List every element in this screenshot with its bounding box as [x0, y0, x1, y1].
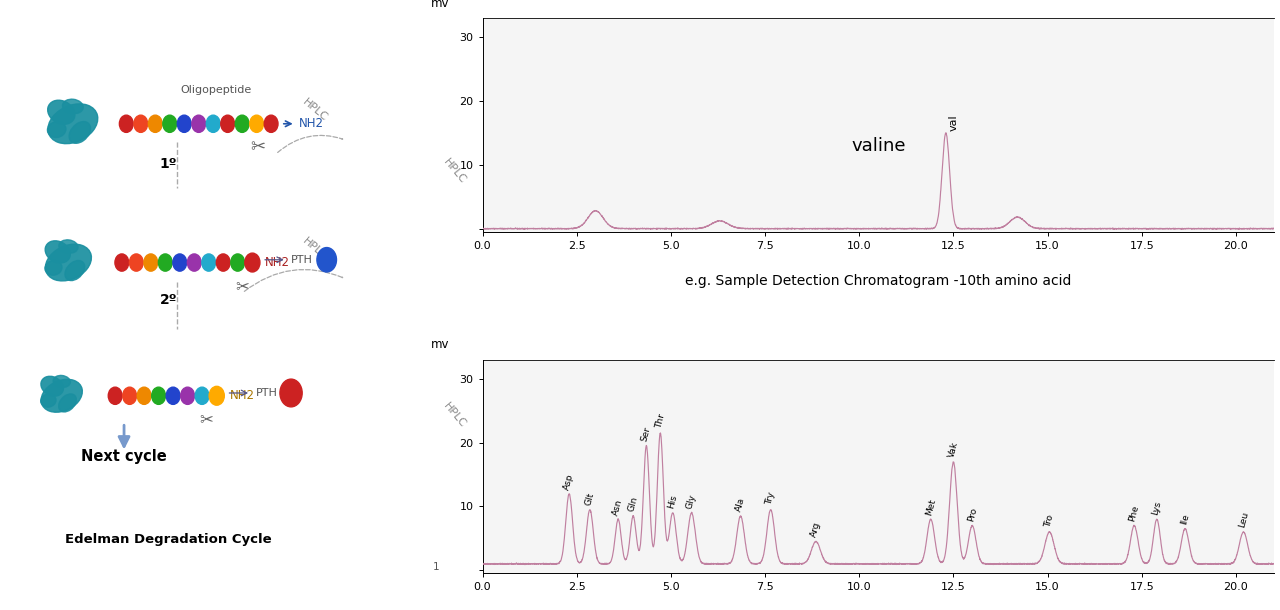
Circle shape [119, 115, 133, 132]
Ellipse shape [45, 260, 61, 275]
Text: mv: mv [431, 339, 449, 351]
Circle shape [209, 386, 224, 405]
Text: NH2: NH2 [298, 117, 324, 131]
Ellipse shape [45, 241, 70, 263]
Text: val: val [948, 115, 959, 131]
FancyArrowPatch shape [244, 270, 343, 292]
Ellipse shape [54, 375, 70, 387]
Ellipse shape [59, 394, 77, 412]
Ellipse shape [47, 100, 76, 124]
Circle shape [137, 387, 151, 404]
Text: Oligopeptide: Oligopeptide [180, 85, 252, 95]
Circle shape [123, 387, 137, 404]
Text: mv: mv [431, 0, 449, 10]
Text: Gln: Gln [627, 496, 640, 513]
Ellipse shape [47, 104, 97, 144]
Text: valine: valine [851, 137, 906, 155]
Text: Phe: Phe [1128, 504, 1140, 522]
Circle shape [206, 115, 220, 132]
Text: PTH: PTH [291, 255, 314, 265]
Ellipse shape [65, 260, 84, 281]
Ellipse shape [41, 394, 56, 407]
Text: Asp: Asp [563, 472, 576, 490]
Text: Next cycle: Next cycle [81, 450, 166, 464]
Text: Lys: Lys [1151, 500, 1164, 516]
Ellipse shape [46, 244, 91, 281]
FancyArrowPatch shape [278, 135, 343, 152]
Text: Edelman Degradation Cycle: Edelman Degradation Cycle [65, 533, 271, 546]
Circle shape [148, 115, 163, 132]
Text: 1: 1 [433, 562, 439, 572]
Text: Pro: Pro [966, 506, 978, 522]
Text: HPLC: HPLC [442, 400, 467, 429]
Text: PTH: PTH [256, 388, 278, 398]
Text: 2º: 2º [160, 293, 177, 307]
Circle shape [163, 115, 177, 132]
Circle shape [143, 254, 157, 271]
Circle shape [264, 115, 278, 132]
Circle shape [230, 254, 244, 271]
Text: e.g. Sample Detection Chromatogram -10th amino acid: e.g. Sample Detection Chromatogram -10th… [685, 274, 1071, 289]
Ellipse shape [47, 121, 65, 137]
Circle shape [195, 387, 209, 404]
Circle shape [159, 254, 173, 271]
Circle shape [192, 115, 206, 132]
Text: Vak: Vak [947, 441, 960, 459]
Circle shape [180, 387, 195, 404]
Circle shape [236, 115, 250, 132]
Text: Met: Met [924, 497, 937, 516]
Text: Gly: Gly [685, 493, 698, 510]
Circle shape [187, 254, 201, 271]
Circle shape [115, 254, 129, 271]
Circle shape [109, 387, 122, 404]
Text: HPLC: HPLC [301, 96, 330, 123]
Circle shape [129, 254, 143, 271]
Text: NH2: NH2 [229, 389, 255, 402]
Text: Try: Try [764, 492, 777, 506]
Text: 1º: 1º [160, 157, 177, 171]
Circle shape [178, 115, 191, 132]
Circle shape [173, 254, 187, 271]
Ellipse shape [63, 99, 83, 113]
Text: Glt: Glt [584, 491, 596, 506]
Text: HPLC: HPLC [442, 156, 467, 185]
Circle shape [220, 115, 234, 132]
Text: Ile: Ile [1179, 513, 1190, 526]
Circle shape [134, 115, 147, 132]
Circle shape [317, 248, 337, 272]
Text: Leu: Leu [1236, 511, 1249, 529]
Text: ✂: ✂ [250, 138, 265, 157]
Circle shape [250, 115, 264, 132]
Text: Asn: Asn [612, 498, 625, 516]
Ellipse shape [41, 379, 82, 412]
Ellipse shape [59, 240, 78, 253]
Circle shape [166, 387, 180, 404]
Text: ✂: ✂ [200, 411, 214, 429]
Circle shape [202, 254, 215, 271]
Text: HPLC: HPLC [301, 235, 330, 262]
Text: Tro: Tro [1043, 514, 1056, 529]
Ellipse shape [41, 376, 64, 396]
Text: ✂: ✂ [236, 278, 250, 295]
Circle shape [152, 387, 165, 404]
Text: Ser: Ser [640, 426, 653, 443]
Text: NH2: NH2 [265, 256, 291, 269]
Circle shape [280, 379, 302, 407]
Text: Thr: Thr [654, 414, 667, 430]
Text: Ala: Ala [735, 497, 746, 513]
Ellipse shape [69, 121, 91, 143]
Circle shape [216, 254, 230, 271]
Text: Arg: Arg [809, 521, 822, 539]
Circle shape [244, 253, 260, 272]
Text: His: His [667, 494, 678, 510]
